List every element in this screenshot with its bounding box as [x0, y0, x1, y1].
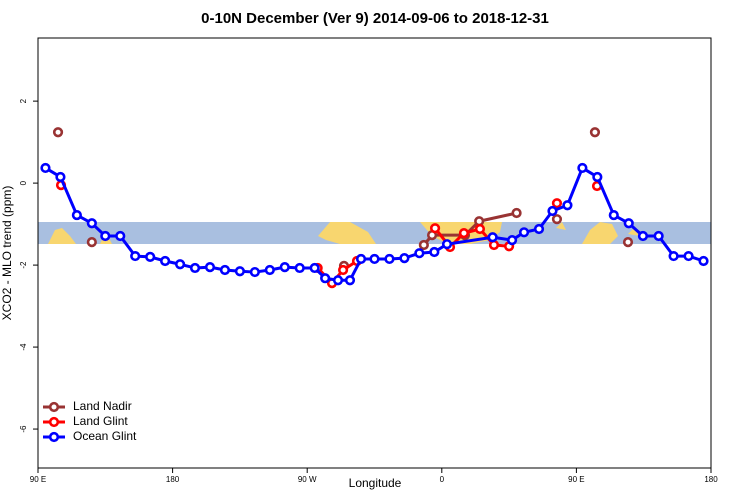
point: [474, 216, 485, 227]
point: [40, 162, 51, 174]
point: [160, 255, 171, 267]
point: [234, 266, 245, 277]
point: [249, 266, 260, 278]
x-tick-label: 90 W: [298, 475, 317, 484]
x-tick-label: 0: [440, 475, 445, 484]
plot-frame: [37, 37, 712, 469]
point: [145, 251, 156, 262]
x-tick-label: 90 E: [30, 475, 46, 484]
point: [309, 262, 320, 274]
point: [533, 223, 545, 235]
point: [562, 200, 573, 211]
y-tick-label: -6: [19, 425, 28, 433]
point: [551, 198, 563, 209]
y-tick-label: -2: [19, 261, 28, 269]
y-tick-label: 0: [19, 180, 28, 185]
point: [189, 262, 201, 274]
point: [547, 205, 558, 217]
point: [623, 218, 634, 229]
map-strip: [38, 222, 711, 244]
legend-marker: [48, 431, 60, 443]
point: [344, 275, 356, 286]
point: [608, 209, 619, 221]
point: [506, 234, 518, 246]
point: [100, 230, 111, 242]
point: [219, 264, 231, 276]
point: [86, 218, 97, 229]
legend-marker: [48, 401, 60, 413]
point: [668, 250, 679, 262]
x-tick-label: 90 E: [568, 475, 584, 484]
point: [698, 255, 709, 267]
x-tick-label: 180: [166, 475, 180, 484]
point: [320, 273, 331, 284]
point: [429, 246, 440, 258]
x-axis-label: Longitude: [349, 476, 402, 490]
point: [592, 171, 603, 183]
point: [429, 223, 441, 234]
point: [637, 230, 649, 242]
y-axis-label: XCO2 - MLO trend (ppm): [0, 186, 14, 321]
point: [264, 264, 275, 276]
y-tick-label: 2: [19, 98, 28, 103]
point: [71, 209, 82, 221]
point: [55, 171, 66, 183]
point: [458, 228, 470, 239]
point: [511, 207, 522, 219]
point: [488, 239, 500, 251]
legend-label: Ocean Glint: [73, 429, 137, 443]
point: [414, 248, 425, 259]
point: [622, 237, 634, 248]
point: [204, 262, 216, 273]
point: [518, 227, 530, 238]
point: [174, 259, 186, 270]
point: [52, 127, 64, 138]
point: [332, 275, 344, 286]
point: [384, 253, 395, 265]
point: [653, 230, 664, 242]
point: [369, 253, 380, 265]
point: [487, 232, 498, 243]
legend-label: Land Nadir: [73, 399, 132, 413]
legend-marker: [48, 416, 60, 428]
point: [337, 264, 349, 276]
legend-label: Land Glint: [73, 414, 128, 428]
point: [130, 250, 141, 262]
point: [355, 253, 367, 265]
x-tick-label: 180: [704, 475, 718, 484]
y-tick-label: -4: [19, 343, 28, 351]
point: [441, 239, 453, 250]
point: [399, 253, 410, 264]
point: [418, 239, 429, 251]
point: [86, 237, 97, 248]
point: [115, 230, 126, 242]
point: [577, 162, 588, 174]
point: [279, 262, 290, 273]
chart-title: 0-10N December (Ver 9) 2014-09-06 to 201…: [201, 10, 549, 27]
point: [474, 223, 486, 235]
point: [551, 214, 563, 225]
point: [589, 127, 601, 138]
point: [294, 262, 305, 274]
point: [683, 250, 694, 262]
